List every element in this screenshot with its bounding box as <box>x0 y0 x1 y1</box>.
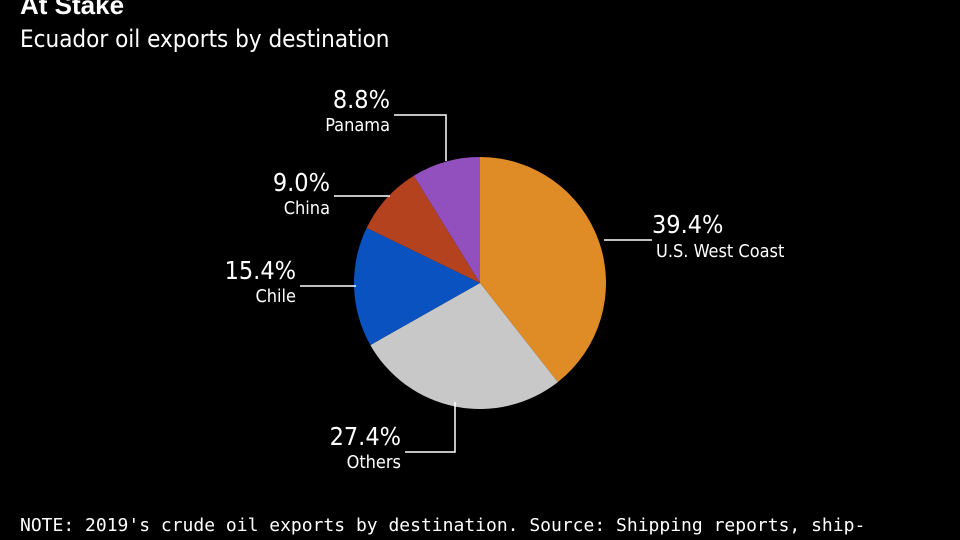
pie-slice-china <box>366 175 480 283</box>
category-label-panama: Panama <box>325 115 390 136</box>
value-label-china: 9.0% <box>273 168 330 197</box>
pie-slice-others <box>370 283 558 409</box>
value-label-chile: 15.4% <box>225 256 296 285</box>
pie-slice-u-s-west-coast <box>480 157 606 383</box>
chart-subtitle: Ecuador oil exports by destination <box>20 25 390 53</box>
category-label-china: China <box>284 198 330 219</box>
chart-title: At Stake <box>20 0 125 20</box>
value-label-u-s-west-coast: 39.4% <box>652 210 723 239</box>
leader-line-panama <box>394 114 447 161</box>
pie-slice-chile <box>353 227 480 346</box>
pie-slice-panama <box>413 157 480 283</box>
category-label-others: Others <box>347 452 401 473</box>
chart-note: NOTE: 2019's crude oil exports by destin… <box>20 515 866 536</box>
value-label-panama: 8.8% <box>333 85 390 114</box>
value-label-others: 27.4% <box>330 422 401 451</box>
leader-line-others <box>405 402 456 453</box>
category-label-chile: Chile <box>255 286 296 307</box>
category-label-u-s-west-coast: U.S. West Coast <box>656 241 784 262</box>
